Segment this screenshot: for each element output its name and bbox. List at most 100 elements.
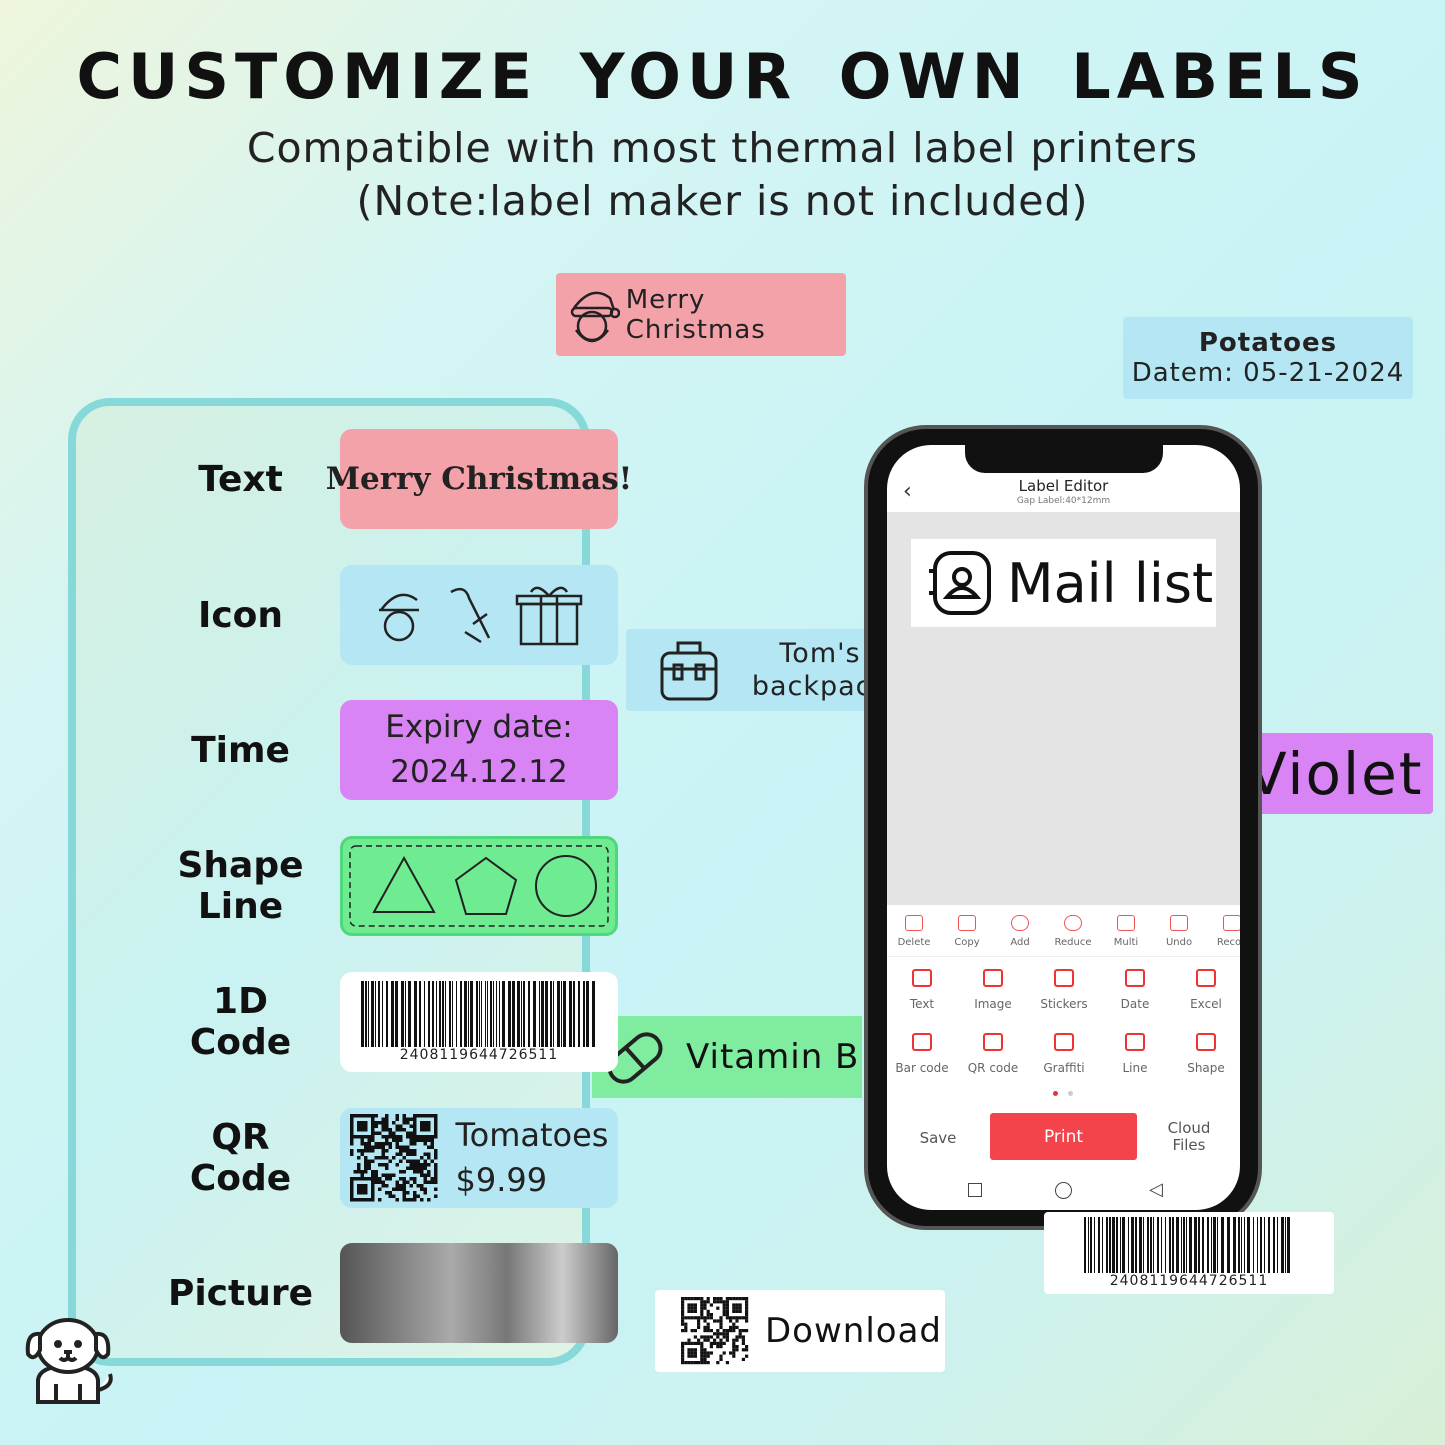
qr-module bbox=[395, 1117, 399, 1121]
qr-module bbox=[405, 1117, 410, 1121]
qr-module bbox=[363, 1159, 368, 1163]
qr-module bbox=[349, 1149, 354, 1153]
qr-module bbox=[706, 1329, 710, 1333]
shape-set bbox=[349, 845, 609, 927]
qr-module bbox=[416, 1166, 420, 1170]
qr-module bbox=[709, 1341, 713, 1345]
barcode-bar bbox=[1172, 1217, 1174, 1273]
barcode-bar bbox=[592, 981, 595, 1047]
toolbar-button[interactable]: Copy bbox=[954, 937, 980, 948]
qr-module bbox=[356, 1124, 361, 1128]
qr-module bbox=[706, 1322, 710, 1326]
tool-button[interactable]: Stickers bbox=[1040, 997, 1088, 1011]
qr-module bbox=[426, 1180, 431, 1184]
qr-module bbox=[706, 1297, 710, 1301]
barcode-bar bbox=[1169, 1217, 1171, 1273]
toolbar-button[interactable]: Multi bbox=[1113, 937, 1139, 948]
qr-module bbox=[412, 1191, 417, 1195]
qr-module bbox=[412, 1128, 417, 1132]
qr-module bbox=[349, 1138, 354, 1142]
qr-module bbox=[370, 1173, 375, 1177]
qr-module bbox=[398, 1184, 403, 1188]
tool-button[interactable]: Bar code bbox=[895, 1061, 949, 1075]
qr-module bbox=[745, 1303, 749, 1307]
tool-button[interactable]: Shape bbox=[1187, 1061, 1225, 1075]
qr-module bbox=[738, 1316, 742, 1320]
qr-module bbox=[706, 1361, 710, 1365]
qr-module bbox=[395, 1135, 399, 1139]
tool-button[interactable]: Image bbox=[974, 997, 1012, 1011]
tool-button[interactable]: Graffiti bbox=[1043, 1061, 1085, 1075]
qr-module bbox=[381, 1163, 385, 1167]
nav-back[interactable]: ◁ bbox=[1149, 1179, 1163, 1200]
qr-module bbox=[735, 1297, 739, 1301]
qr-module bbox=[367, 1114, 371, 1118]
qr-module bbox=[725, 1316, 729, 1320]
barcode-bar bbox=[1112, 1217, 1115, 1273]
toolbar-button[interactable]: Add bbox=[1010, 937, 1030, 948]
qr-module bbox=[374, 1173, 378, 1177]
qr-module bbox=[409, 1159, 413, 1163]
qr-module bbox=[370, 1131, 375, 1135]
qr-module bbox=[716, 1345, 720, 1349]
qr-module bbox=[423, 1124, 427, 1128]
qr-module bbox=[381, 1124, 385, 1128]
barcode-bar bbox=[1233, 1217, 1236, 1273]
qr-module bbox=[356, 1149, 361, 1153]
page-dot bbox=[1068, 1091, 1073, 1096]
feature-panel: Text Merry Christmas! Icon Time Expiry date:… bbox=[68, 398, 632, 1366]
qr-module bbox=[377, 1177, 382, 1181]
qr-module bbox=[398, 1177, 403, 1181]
qr-module bbox=[725, 1361, 729, 1365]
toolbar-button[interactable]: Recov bbox=[1216, 937, 1240, 948]
save-button[interactable]: Save bbox=[919, 1129, 957, 1147]
qr-module bbox=[356, 1170, 361, 1174]
qr-module bbox=[706, 1354, 710, 1358]
print-button[interactable]: Print bbox=[990, 1113, 1137, 1160]
qr-module bbox=[391, 1121, 396, 1125]
qr-module bbox=[388, 1194, 392, 1198]
nav-recent[interactable] bbox=[968, 1183, 982, 1197]
tools: Text Image Stickers Date Excel Bar code QR cod… bbox=[887, 957, 1240, 1087]
tool-button[interactable]: Line bbox=[1122, 1061, 1148, 1075]
cloud-files-button[interactable]: Cloud Files bbox=[1154, 1120, 1224, 1154]
qr-module bbox=[360, 1173, 364, 1177]
qr-module bbox=[363, 1128, 368, 1132]
barcode-bar bbox=[1131, 1217, 1134, 1273]
tool-button[interactable]: Date bbox=[1120, 997, 1150, 1011]
qr-module bbox=[700, 1313, 704, 1317]
toolbar-button[interactable]: Reduce bbox=[1054, 937, 1092, 948]
nav-home[interactable] bbox=[1055, 1182, 1072, 1199]
qr-module bbox=[360, 1124, 364, 1128]
qr-module bbox=[706, 1309, 710, 1313]
qr-module bbox=[377, 1145, 382, 1149]
qr-module bbox=[412, 1121, 417, 1125]
qr-module bbox=[426, 1173, 431, 1177]
qr-module bbox=[398, 1152, 403, 1156]
qr-module bbox=[388, 1131, 392, 1135]
santa-icon bbox=[570, 291, 620, 342]
qr-module bbox=[732, 1309, 736, 1313]
qr-module bbox=[356, 1166, 361, 1170]
back-button[interactable]: ‹ bbox=[903, 479, 912, 504]
title: CUSTOMIZE YOUR OWN LABELS bbox=[76, 40, 1369, 113]
qr-module bbox=[402, 1149, 406, 1153]
qr-module bbox=[398, 1159, 403, 1163]
qr-module bbox=[416, 1114, 420, 1118]
cloud-line: Files bbox=[1172, 1136, 1206, 1154]
qr-module bbox=[713, 1300, 717, 1304]
tool-button[interactable]: Text bbox=[909, 997, 935, 1011]
barcode-bar bbox=[1194, 1217, 1197, 1273]
toolbar-button[interactable]: Delete bbox=[897, 937, 931, 948]
tool-button[interactable]: Excel bbox=[1190, 997, 1222, 1011]
toolbar-button[interactable]: Undo bbox=[1165, 937, 1193, 948]
qr-module bbox=[384, 1166, 389, 1170]
barcode-bar bbox=[1211, 1217, 1212, 1273]
download-tag: Download bbox=[655, 1290, 945, 1372]
tool-button[interactable]: QR code bbox=[967, 1061, 1019, 1075]
qr-module bbox=[391, 1131, 396, 1135]
qr-module bbox=[719, 1354, 723, 1358]
qr-module bbox=[433, 1124, 438, 1128]
qr-module bbox=[732, 1306, 736, 1310]
qr-module bbox=[703, 1335, 707, 1339]
